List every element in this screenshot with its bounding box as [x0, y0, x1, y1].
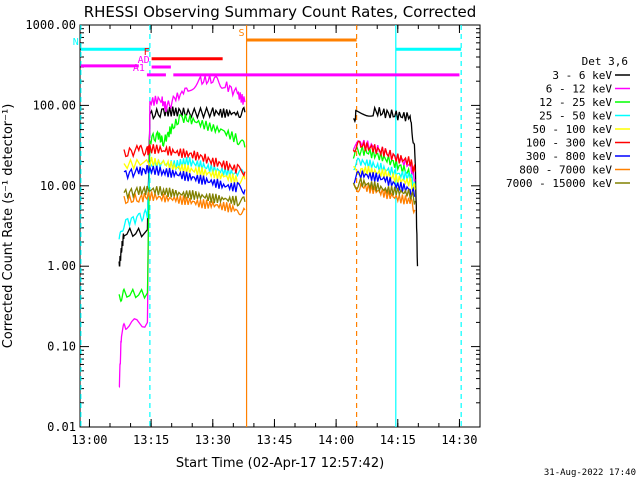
legend-entry-label: 800 - 7000 keV: [519, 164, 612, 177]
y-tick-label: 10.00: [40, 179, 76, 193]
series-line: [352, 105, 419, 267]
series-line: [118, 74, 246, 389]
series-line: [353, 165, 416, 193]
x-axis: 13:00 13:15 13:30 13:45 14:00 14:15 14:30: [71, 25, 481, 447]
legend-entry-label: 300 - 800 keV: [526, 150, 612, 163]
x-tick-label: 14:15: [380, 433, 416, 447]
legend-entry-label: 12 - 25 keV: [539, 96, 612, 109]
plot-area: [79, 24, 481, 428]
series-line: [352, 177, 416, 205]
x-tick-label: 14:30: [441, 433, 477, 447]
footer-timestamp: 31-Aug-2022 17:40: [544, 468, 636, 478]
x-tick-label: 13:15: [133, 433, 169, 447]
vertical-markers: [80, 25, 462, 427]
y-axis-label: Corrected Count Rate (s⁻¹ detector⁻¹): [1, 104, 16, 349]
flag-label: S: [239, 28, 245, 39]
legend-entry-label: 3 - 6 keV: [552, 69, 612, 82]
x-tick-label: 13:45: [256, 433, 292, 447]
series-line: [123, 164, 246, 196]
y-tick-label: 100.00: [33, 98, 76, 112]
flag-label: F: [144, 47, 150, 58]
legend-entry-label: 7000 - 15000 keV: [506, 177, 612, 190]
series-line: [123, 143, 246, 178]
legend-entry-label: 6 - 12 keV: [546, 83, 613, 96]
y-tick-label: 0.01: [47, 420, 76, 434]
series-line: [123, 185, 246, 207]
y-tick-label: 0.10: [47, 340, 76, 354]
x-tick-label: 14:00: [318, 433, 354, 447]
y-tick-label: 1.00: [47, 259, 76, 273]
legend-entry-label: 25 - 50 keV: [539, 110, 612, 123]
series-line: [123, 191, 246, 216]
x-tick-label: 13:00: [71, 433, 107, 447]
legend-title: Det 3,6: [582, 55, 628, 68]
x-axis-label: Start Time (02-Apr-17 12:57:42): [176, 456, 384, 471]
flag-label: AD: [138, 55, 150, 66]
series-line: [352, 139, 416, 174]
x-tick-label: 13:30: [195, 433, 231, 447]
chart-title: RHESSI Observing Summary Count Rates, Co…: [84, 3, 477, 21]
data-series: [118, 74, 419, 389]
series-line: [118, 114, 246, 303]
flag-label: N: [73, 37, 79, 48]
legend-entry-label: 50 - 100 keV: [533, 123, 613, 136]
flag-label: A1: [133, 63, 145, 74]
legend-entry-label: 100 - 300 keV: [526, 137, 612, 150]
y-tick-label: 1000.00: [25, 18, 76, 32]
